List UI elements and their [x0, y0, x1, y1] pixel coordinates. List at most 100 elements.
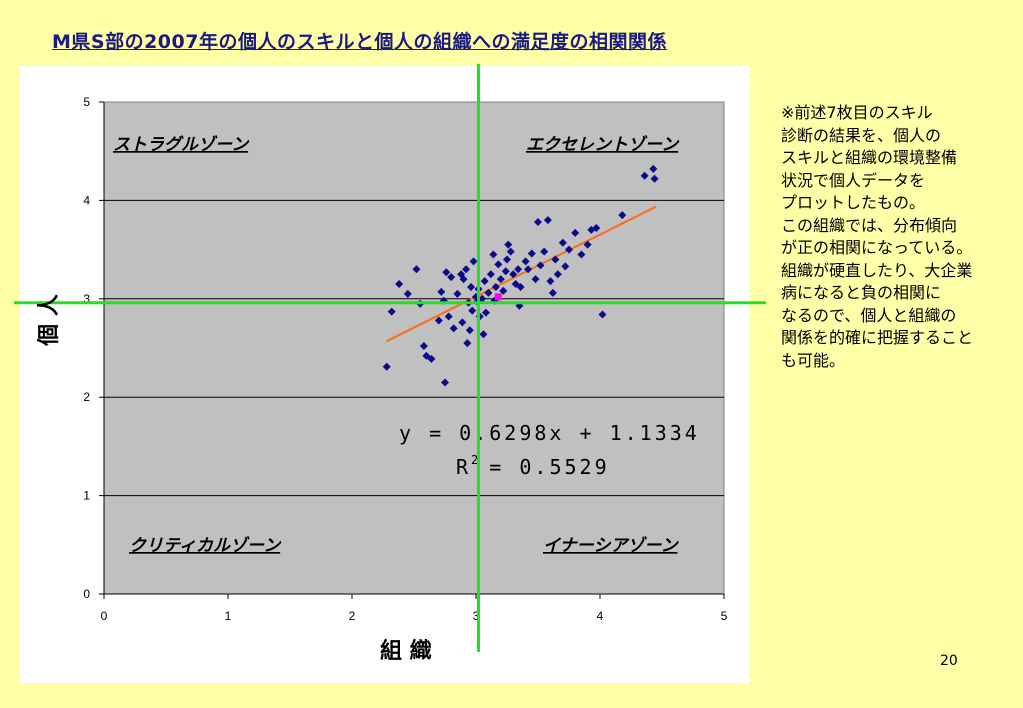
- data-point: [540, 247, 549, 256]
- data-point: [480, 277, 489, 286]
- y-tick-label: 4: [83, 193, 90, 207]
- data-point: [496, 275, 505, 284]
- x-tick-label: 5: [721, 609, 728, 623]
- data-point: [434, 316, 443, 325]
- data-point: [649, 164, 658, 173]
- data-point: [571, 228, 580, 237]
- y-axis-label: 個 人: [37, 294, 62, 347]
- data-point: [546, 277, 555, 286]
- note-line: 関係を的確に把握すること: [781, 328, 974, 347]
- data-point: [463, 339, 472, 348]
- x-tick-label: 1: [225, 609, 232, 623]
- data-point: [551, 255, 560, 264]
- data-point: [503, 255, 511, 264]
- data-point: [577, 250, 586, 259]
- data-point: [412, 265, 421, 274]
- data-point: [548, 288, 557, 297]
- note-line: スキルと組織の環境整備: [781, 148, 958, 167]
- data-point: [514, 265, 523, 274]
- y-tick-label: 3: [83, 292, 90, 306]
- data-point: [524, 265, 533, 274]
- x-tick-label: 3: [473, 609, 480, 623]
- zone-label-top-left: ストラグルゾーン: [113, 135, 250, 155]
- x-axis-label: 組 織: [380, 638, 432, 664]
- data-point: [437, 287, 446, 296]
- note-line: ※前述7枚目のスキル: [781, 103, 933, 122]
- data-point: [531, 275, 540, 284]
- plot-area: [103, 101, 725, 595]
- data-point: [382, 362, 391, 371]
- data-point: [387, 307, 396, 316]
- data-point: [462, 265, 471, 274]
- data-point: [534, 218, 542, 227]
- trendline: [386, 205, 657, 343]
- data-point: [403, 289, 412, 298]
- note-line: 状況で個人データを: [781, 170, 926, 190]
- data-point: [650, 174, 659, 183]
- data-point: [427, 354, 436, 363]
- y-tick-label: 2: [83, 390, 90, 404]
- zone-label-bottom-left: クリティカルゾーン: [129, 536, 282, 556]
- data-point: [458, 318, 467, 327]
- data-point: [489, 250, 498, 259]
- y-tick-label: 5: [83, 95, 90, 109]
- note-line: 診断の結果を、個人の: [781, 125, 942, 145]
- data-point: [459, 275, 468, 284]
- data-point: [592, 223, 601, 232]
- data-point: [565, 245, 573, 254]
- data-point: [486, 270, 495, 279]
- data-point: [469, 257, 478, 266]
- note-line: 組織が硬直したり、大企業: [781, 260, 973, 280]
- data-point: [479, 330, 488, 339]
- note-line: も可能。: [781, 350, 846, 370]
- note-line: プロットしたもの。: [781, 193, 926, 212]
- data-point: [516, 282, 525, 291]
- data-point: [561, 262, 570, 271]
- page-number: 20: [940, 653, 958, 669]
- x-tick-label: 4: [597, 609, 604, 623]
- note-line: なるので、個人と組織の: [781, 305, 957, 325]
- zone-label-bottom-right: イナーシアゾーン: [543, 536, 679, 556]
- data-point: [468, 306, 477, 315]
- data-point: [618, 211, 627, 220]
- data-point: [536, 261, 545, 270]
- note-line: この組織では、分布傾向: [781, 215, 958, 235]
- data-point: [553, 270, 562, 279]
- note-line: 病になると負の相関に: [781, 283, 942, 302]
- data-point: [494, 260, 503, 269]
- explanation-note: ※前述7枚目のスキル 診断の結果を、個人の スキルと組織の環境整備 状況で個人データを…: [781, 102, 1017, 372]
- data-point: [499, 286, 508, 295]
- note-line: が正の相関になっている。: [781, 238, 973, 257]
- data-point: [504, 240, 513, 249]
- page-title: M県S部の2007年の個人のスキルと個人の組織への満足度の相関関係: [52, 31, 667, 53]
- data-point: [481, 308, 490, 317]
- data-point: [453, 289, 462, 298]
- y-tick-label: 0: [83, 587, 90, 601]
- regression-equation: y = 0.6298x + 1.1334: [399, 421, 700, 445]
- data-point: [521, 257, 530, 266]
- x-tick-label: 0: [101, 609, 108, 623]
- data-point: [509, 270, 518, 279]
- data-point: [506, 247, 515, 256]
- data-point: [543, 216, 552, 225]
- data-point: [527, 249, 536, 258]
- data-point: [491, 282, 500, 291]
- data-point: [465, 326, 474, 335]
- data-point: [444, 312, 453, 321]
- zone-label-top-right: エクセレントゾーン: [526, 135, 680, 155]
- data-point: [583, 240, 592, 249]
- data-point: [395, 280, 404, 289]
- data-point: [558, 238, 567, 247]
- data-point: [640, 171, 649, 180]
- data-point: [419, 342, 428, 351]
- r-squared-label: R2 = 0.5529: [456, 453, 610, 479]
- highlight-point: [494, 293, 502, 301]
- y-tick-label: 1: [83, 489, 90, 503]
- data-point: [501, 267, 510, 276]
- data-point: [441, 378, 449, 387]
- data-point: [478, 294, 487, 303]
- data-point: [447, 273, 456, 282]
- data-point: [442, 268, 451, 277]
- data-point: [598, 310, 607, 319]
